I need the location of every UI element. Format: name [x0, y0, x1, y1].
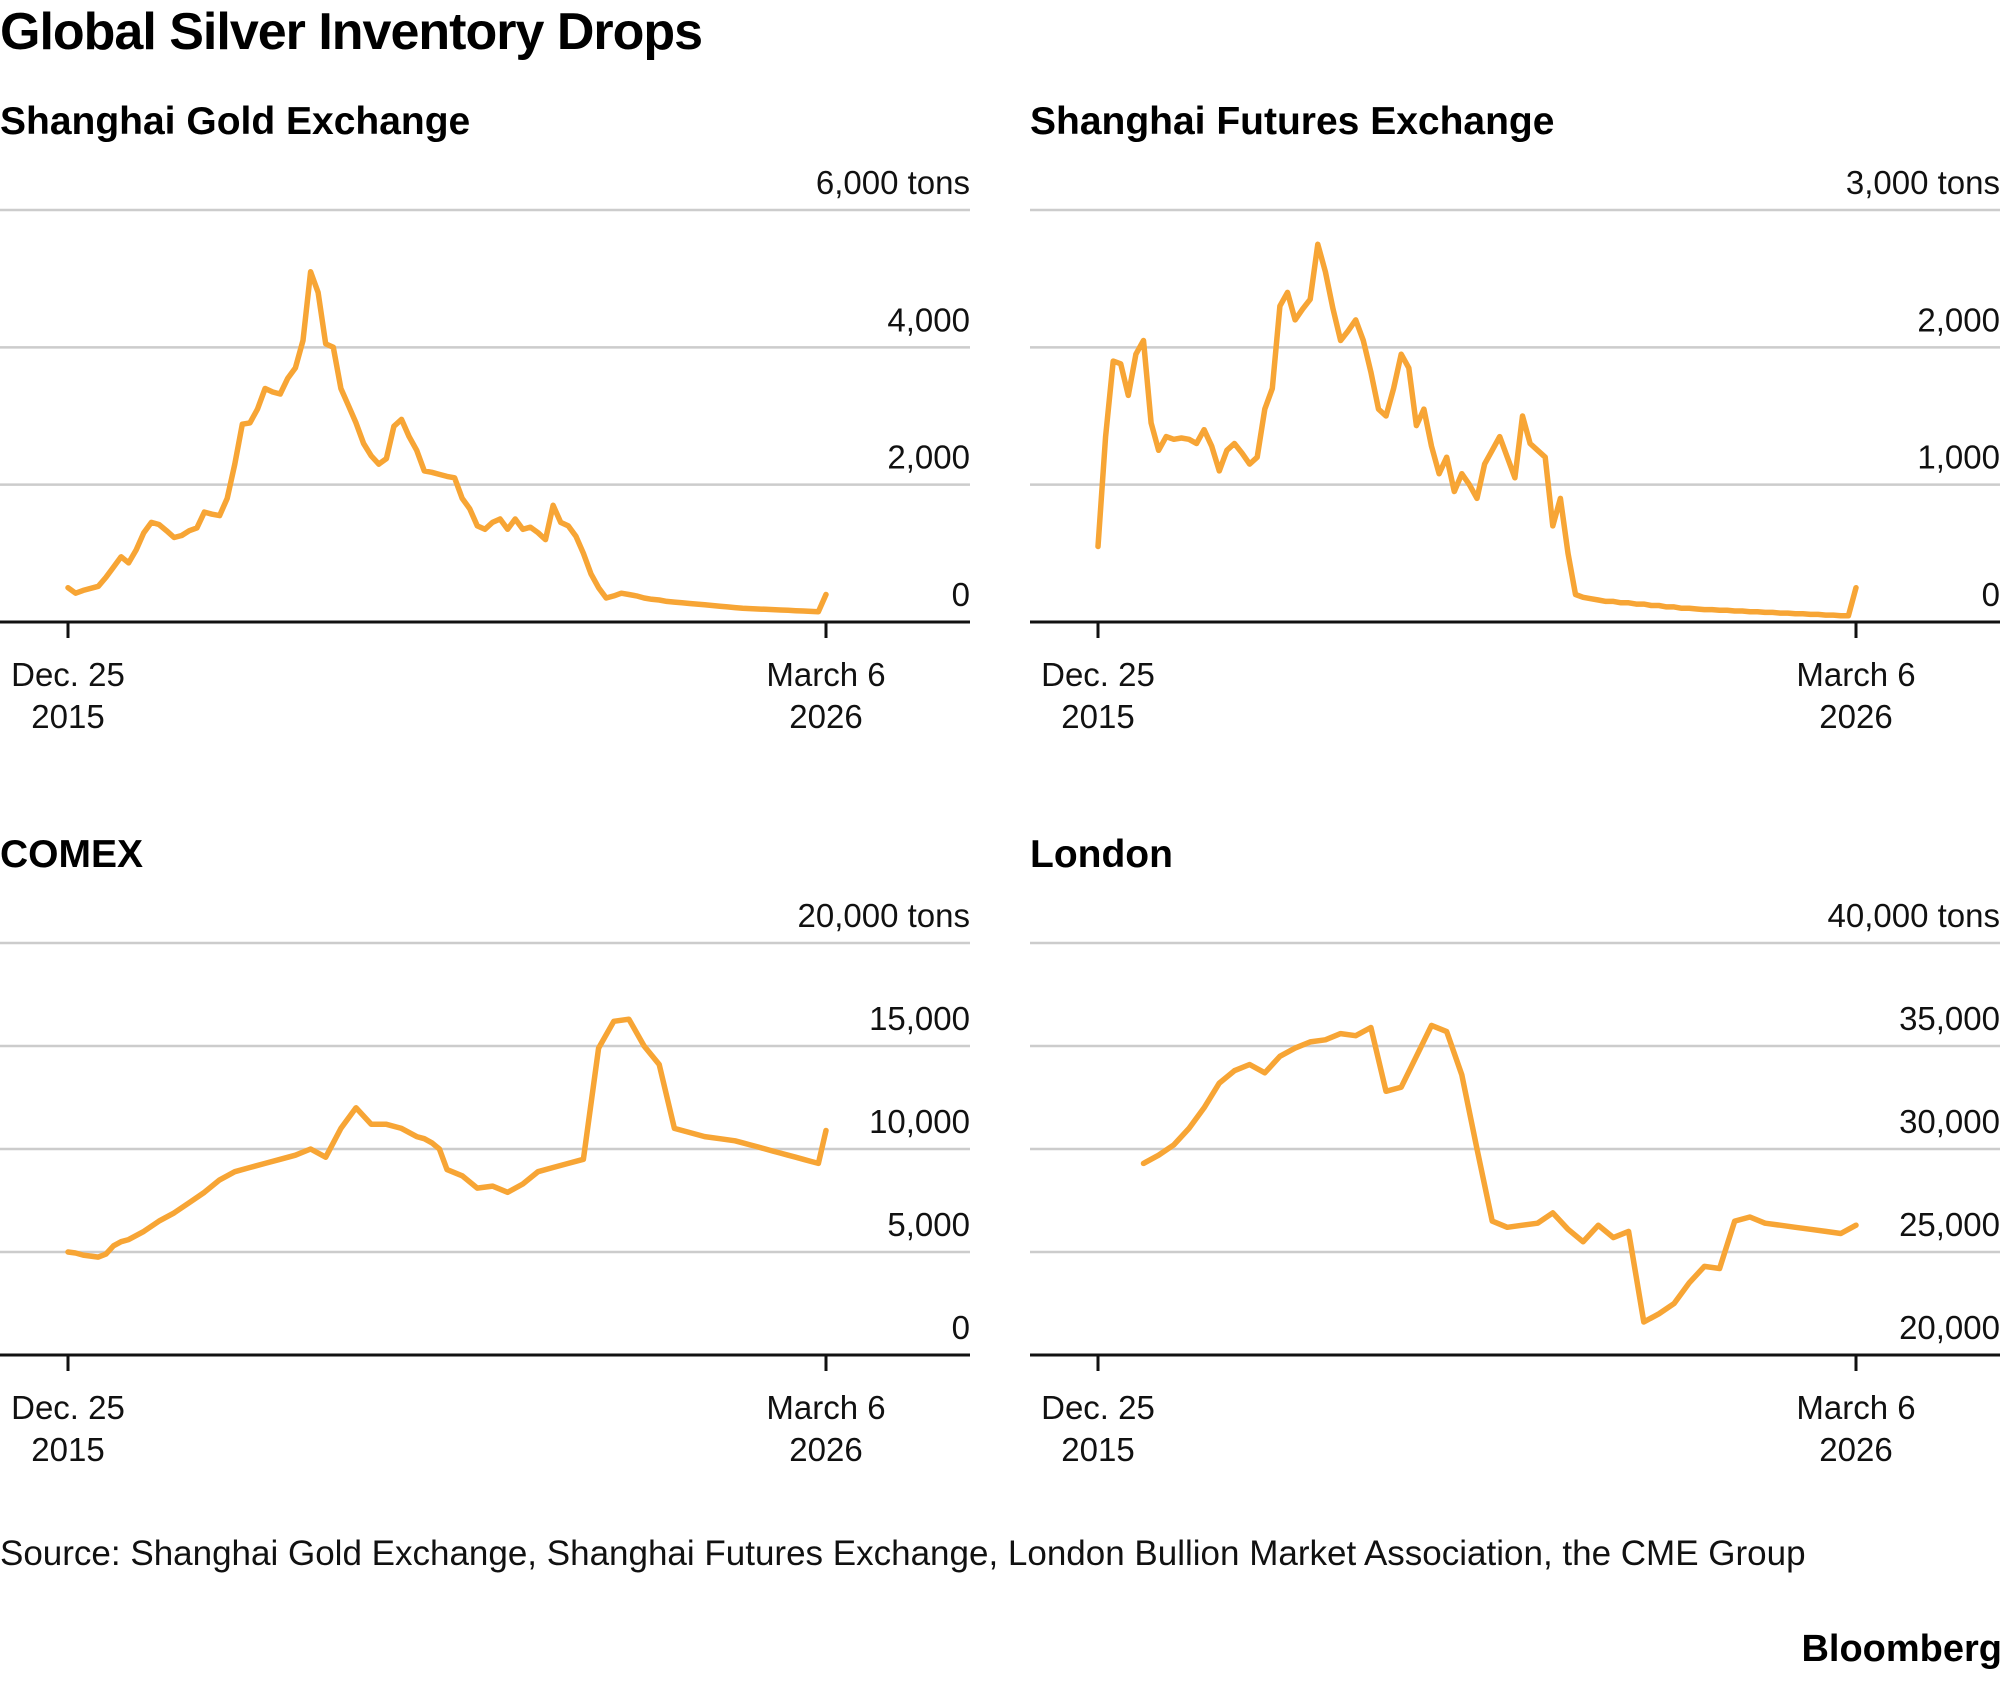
y-tick-label: 1,000: [1917, 439, 2000, 476]
y-tick-label: 20,000: [1899, 1309, 2000, 1346]
chart-svg-sge: 0 2,000 4,000 6,000 tons Dec. 25 2015 March 6 2…: [0, 164, 970, 735]
panel-title-shfe: Shanghai Futures Exchange: [1030, 100, 1555, 143]
x-tick-label: March 6: [766, 1389, 885, 1426]
source-note: Source: Shanghai Gold Exchange, Shanghai…: [0, 1534, 1806, 1573]
y-tick-label: 15,000: [869, 1000, 970, 1037]
y-tick-label: 4,000: [887, 301, 970, 338]
x-tick-label: 2015: [1061, 698, 1134, 735]
y-tick-label: 3,000 tons: [1846, 164, 2000, 201]
x-tick-label: Dec. 25: [11, 656, 125, 693]
x-tick-label: 2026: [789, 698, 862, 735]
chart-svg-shfe: 0 1,000 2,000 3,000 tons Dec. 25 2015 March 6 2…: [1030, 164, 2000, 735]
y-tick-label: 2,000: [1917, 301, 2000, 338]
series-line: [1095, 241, 1859, 619]
chart-panel-london: London 20,000 25,000 30,000 35,000 40,000 to…: [1030, 833, 2002, 1565]
x-tick-label: Dec. 25: [1041, 656, 1155, 693]
chart-svg-comex: 0 5,000 10,000 15,000 20,000 tons Dec. 25 2015…: [0, 897, 970, 1468]
series-line: [1140, 1022, 1859, 1325]
brand-logo: Bloomberg: [1801, 1628, 2002, 1670]
panel-title-sge: Shanghai Gold Exchange: [0, 100, 471, 143]
series-line: [65, 269, 829, 615]
main-title: Global Silver Inventory Drops: [0, 3, 703, 61]
y-tick-label: 30,000: [1899, 1103, 2000, 1140]
chart-panel-shfe: Shanghai Futures Exchange 0 1,000 2,000 3,0…: [1030, 100, 2002, 832]
x-tick-label: Dec. 25: [11, 1389, 125, 1426]
y-tick-label: 6,000 tons: [816, 164, 970, 201]
chart-panel-sge: Shanghai Gold Exchange 0 2,000 4,000 6,000 …: [0, 100, 1001, 832]
panel-title-london: London: [1030, 833, 1173, 876]
y-tick-label: 10,000: [869, 1103, 970, 1140]
x-tick-label: March 6: [1796, 1389, 1915, 1426]
y-tick-label: 0: [1982, 576, 2000, 613]
x-tick-label: 2015: [1061, 1431, 1134, 1468]
x-tick-label: March 6: [766, 656, 885, 693]
y-tick-label: 0: [952, 1309, 970, 1346]
y-tick-label: 40,000 tons: [1828, 897, 2000, 934]
x-tick-label: March 6: [1796, 656, 1915, 693]
panel-title-comex: COMEX: [0, 833, 144, 876]
series-line: [65, 1016, 829, 1260]
x-tick-label: 2015: [31, 1431, 104, 1468]
y-tick-label: 2,000: [887, 439, 970, 476]
x-tick-label: Dec. 25: [1041, 1389, 1155, 1426]
y-tick-label: 25,000: [1899, 1206, 2000, 1243]
x-tick-label: 2026: [1819, 698, 1892, 735]
chart-svg-london: 20,000 25,000 30,000 35,000 40,000 tons Dec. …: [1030, 897, 2000, 1468]
y-tick-label: 20,000 tons: [798, 897, 970, 934]
y-tick-label: 5,000: [887, 1206, 970, 1243]
chart-panel-comex: COMEX 0 5,000 10,000 15,000 20,000 tons Dec. …: [0, 833, 1001, 1565]
x-tick-label: 2026: [1819, 1431, 1892, 1468]
y-tick-label: 35,000: [1899, 1000, 2000, 1037]
x-tick-label: 2026: [789, 1431, 862, 1468]
x-tick-label: 2015: [31, 698, 104, 735]
y-tick-label: 0: [952, 576, 970, 613]
